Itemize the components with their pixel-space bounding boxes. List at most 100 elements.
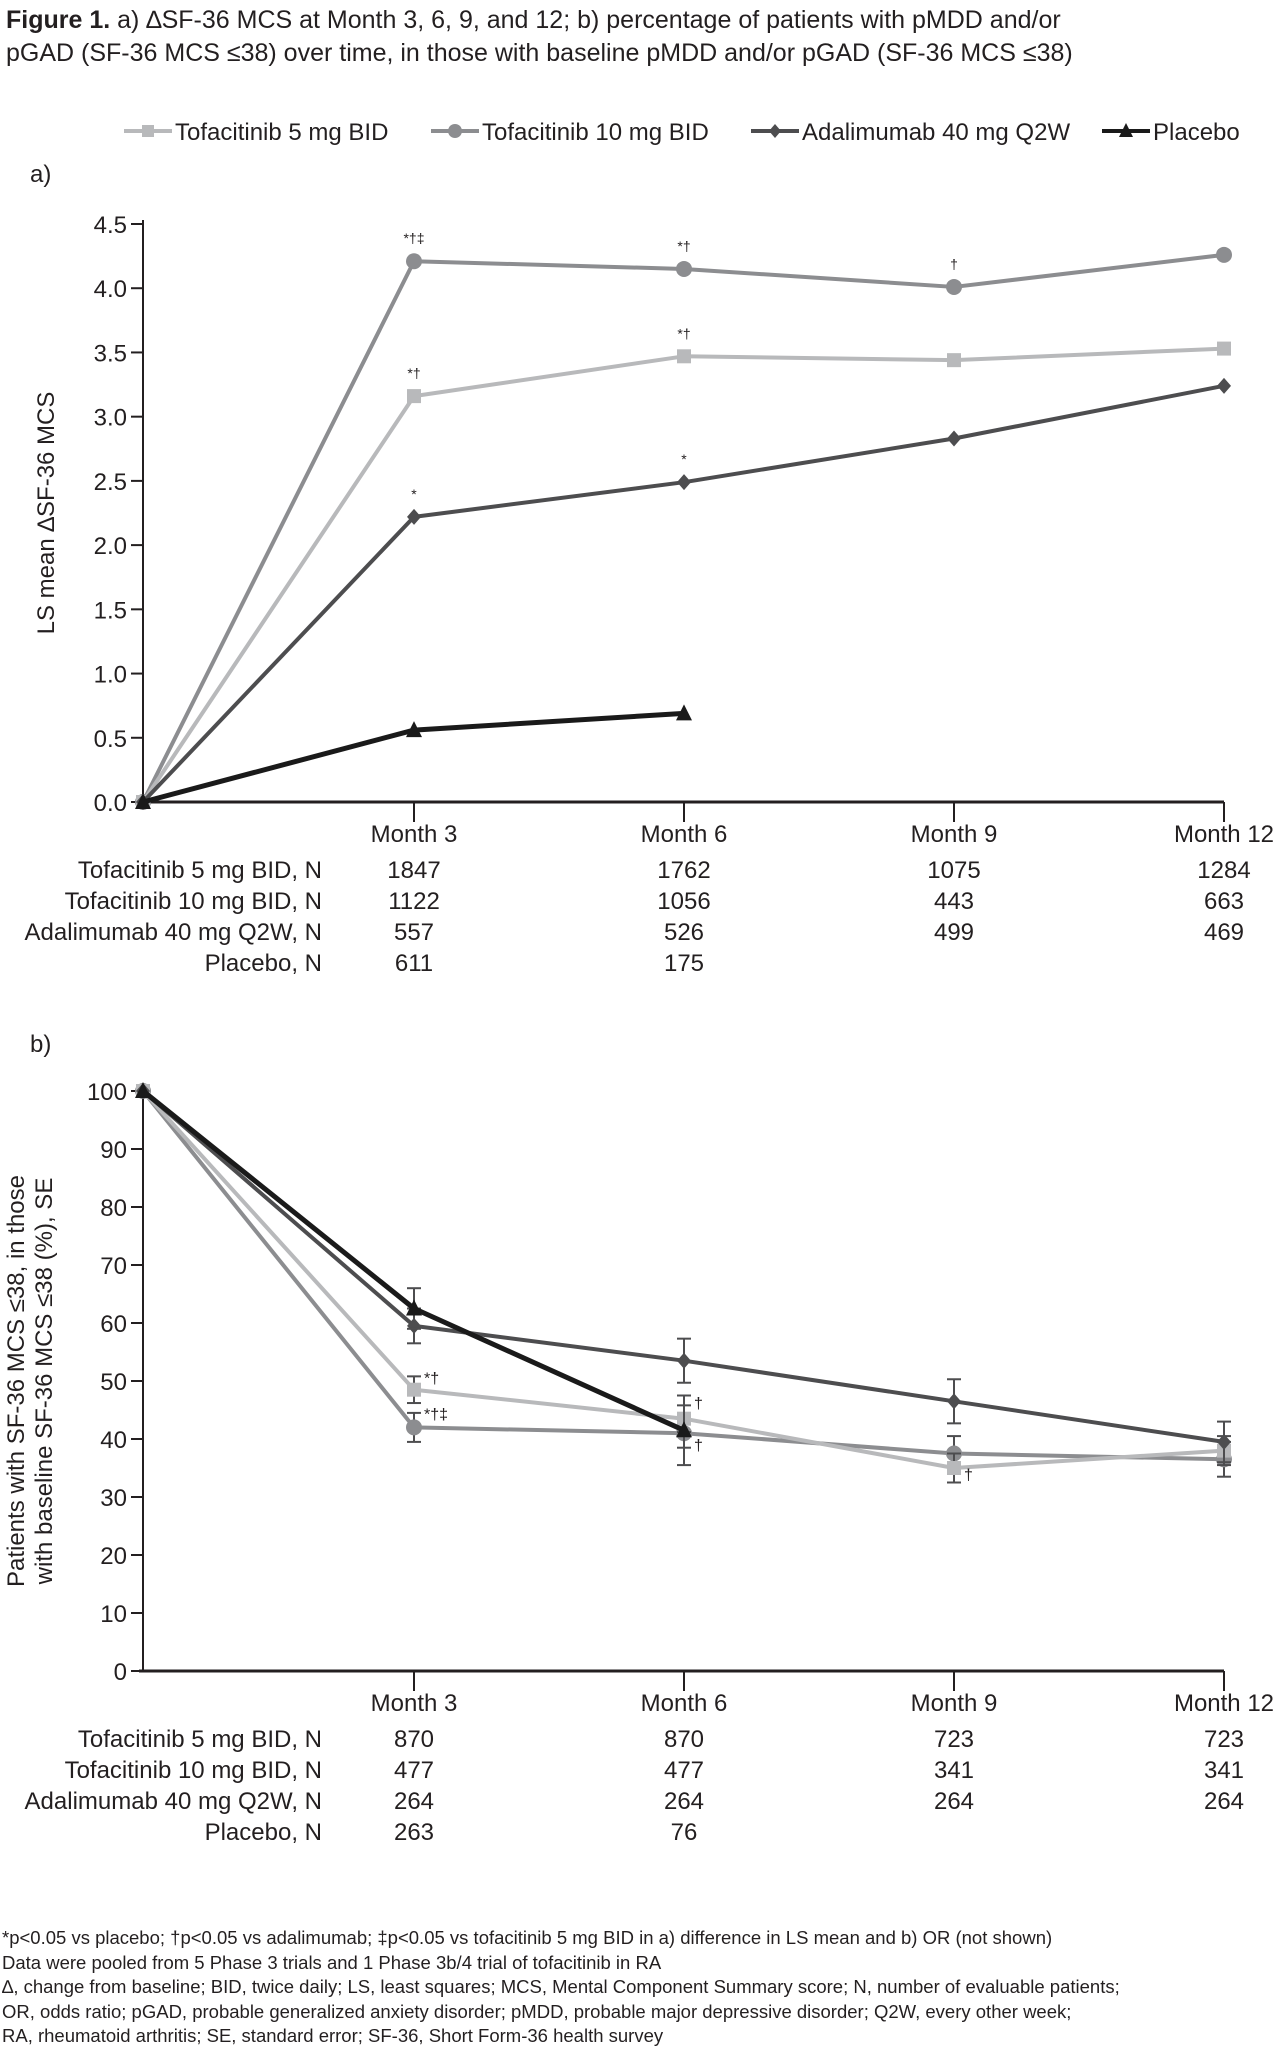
x-tick-label: Month 12 xyxy=(1174,1690,1274,1717)
n-table-cell: 477 xyxy=(394,1757,434,1784)
n-table-cell: 870 xyxy=(664,1726,704,1753)
legend-label: Tofacitinib 5 mg BID xyxy=(175,119,388,146)
data-point-triangle xyxy=(406,721,422,738)
series-line xyxy=(141,383,1225,804)
significance-label: *†‡ xyxy=(424,1406,448,1423)
n-table-cell: 264 xyxy=(1204,1788,1244,1815)
y-tick-label: 40 xyxy=(100,1427,127,1454)
n-table-cell: 1056 xyxy=(657,888,710,915)
y-axis-label: LS mean ∆SF-36 MCS xyxy=(33,392,60,635)
data-point-square xyxy=(1217,341,1231,356)
n-table-cell: 341 xyxy=(1204,1757,1244,1784)
legend-marker-circle-icon xyxy=(448,124,462,138)
data-point-diamond xyxy=(947,430,961,447)
n-table-row: Placebo, N 263 76 xyxy=(205,1819,698,1846)
data-point-triangle xyxy=(135,1082,151,1098)
x-tick-label: Month 12 xyxy=(1174,821,1274,848)
series-placebo: † xyxy=(135,1082,703,1467)
y-axis-label-line2: with baseline SF-36 MCS ≤38 (%), SE xyxy=(31,1178,58,1586)
significance-label: *† xyxy=(407,365,420,381)
legend-label: Adalimumab 40 mg Q2W xyxy=(802,119,1070,146)
data-point-diamond xyxy=(947,1393,961,1410)
n-table-cell: 1847 xyxy=(387,857,440,884)
y-tick-label: 4.0 xyxy=(94,276,127,303)
n-table-row: Tofacitinib 10 mg BID, N 1122 1056 443 663 xyxy=(65,888,1244,915)
x-tick-label: Month 6 xyxy=(641,821,728,848)
legend-marker-triangle-icon xyxy=(1119,123,1133,137)
n-table-row: Tofacitinib 5 mg BID, N 870 870 723 723 xyxy=(78,1726,1244,1753)
n-table-row: Adalimumab 40 mg Q2W, N 264 264 264 264 xyxy=(25,1788,1244,1815)
significance-label: † xyxy=(694,1396,703,1413)
significance-label: *†‡ xyxy=(403,230,424,246)
data-point-diamond xyxy=(1217,1433,1231,1450)
y-axis-label-line1: Patients with SF-36 MCS ≤38, in those xyxy=(3,1175,30,1587)
n-table-cell: 557 xyxy=(394,919,434,946)
significance-label: *† xyxy=(677,238,690,254)
y-tick-label: 0 xyxy=(114,1659,127,1686)
n-table-cell: 443 xyxy=(934,888,974,915)
footnote-significance: *p<0.05 vs placebo; †p<0.05 vs adalimuma… xyxy=(2,1927,1053,1948)
significance-label: † xyxy=(694,1437,703,1454)
n-table-cell: 870 xyxy=(394,1726,434,1753)
footnote-abbreviations-3: RA, rheumatoid arthritis; SE, standard e… xyxy=(2,2025,664,2046)
y-tick-label: 80 xyxy=(100,1195,127,1222)
n-table-cell: 499 xyxy=(934,919,974,946)
data-point-triangle xyxy=(676,704,692,721)
significance-label: * xyxy=(411,486,417,502)
significance-label: *† xyxy=(424,1371,439,1388)
n-table-cell: 264 xyxy=(394,1788,434,1815)
legend-item-adalimumab-40-mg-q2w: Adalimumab 40 mg Q2W xyxy=(751,119,1070,146)
figure-title-line2: pGAD (SF-36 MCS ≤38) over time, in those… xyxy=(6,39,1073,67)
data-point-square xyxy=(407,1382,421,1397)
series-tofacitinib-5-mg-bid: *† *† xyxy=(136,325,1231,809)
figure-title-line1: a) ∆SF-36 MCS at Month 3, 6, 9, and 12; … xyxy=(110,6,1061,34)
n-table-row-label: Placebo, N xyxy=(205,1819,322,1846)
figure-title: Figure 1. a) ∆SF-36 MCS at Month 3, 6, 9… xyxy=(6,4,1266,70)
n-table-row-label: Tofacitinib 10 mg BID, N xyxy=(65,888,322,915)
footnote-data-source: Data were pooled from 5 Phase 3 trials a… xyxy=(2,1951,662,1973)
legend-marker-diamond-icon xyxy=(769,124,781,138)
n-table-cell: 341 xyxy=(934,1757,974,1784)
significance-label: * xyxy=(681,451,687,467)
y-tick-label: 2.5 xyxy=(94,469,127,496)
data-point-circle xyxy=(946,278,962,295)
data-point-square xyxy=(407,389,421,404)
footnote-abbreviations-1: ∆, change from baseline; BID, twice dail… xyxy=(2,1976,1120,1997)
series-adalimumab-40-mg-q2w: ** xyxy=(136,377,1231,810)
n-table-cell: 469 xyxy=(1204,919,1244,946)
n-table-cell: 663 xyxy=(1204,888,1244,915)
x-tick-label: Month 9 xyxy=(911,821,998,848)
x-tick-label: Month 3 xyxy=(371,821,458,848)
legend-label: Tofacitinib 10 mg BID xyxy=(482,119,709,146)
y-tick-label: 0.0 xyxy=(94,790,127,817)
data-point-triangle xyxy=(676,1421,692,1438)
legend-item-placebo: Placebo xyxy=(1102,119,1240,146)
chart-a: a) 0.0 0.5 1.0 1.5 2.0 2.5 3.0 3.5 4.0 4.5 Month 3 M… xyxy=(25,161,1274,977)
data-point-square xyxy=(947,1461,961,1475)
legend-marker-square-icon xyxy=(142,125,154,137)
y-tick-label: 20 xyxy=(100,1543,127,1570)
panel-label: a) xyxy=(30,161,51,188)
data-point-diamond xyxy=(677,474,691,491)
legend-item-tofacitinib-5-mg-bid: Tofacitinib 5 mg BID xyxy=(124,119,388,146)
n-table-row-label: Adalimumab 40 mg Q2W, N xyxy=(25,1788,322,1815)
n-table: Tofacitinib 5 mg BID, N 870 870 723 723Tofac… xyxy=(25,1726,1244,1846)
legend-label: Placebo xyxy=(1153,119,1240,146)
y-tick-label: 4.5 xyxy=(94,212,127,239)
n-table-row-label: Placebo, N xyxy=(205,950,322,977)
n-table-cell: 175 xyxy=(664,950,704,977)
data-point-triangle xyxy=(406,1299,422,1316)
footnotes: *p<0.05 vs placebo; †p<0.05 vs adalimuma… xyxy=(2,1926,1278,2049)
y-tick-label: 1.5 xyxy=(94,597,127,624)
data-point-circle xyxy=(406,253,422,270)
y-tick-label: 2.0 xyxy=(94,533,127,560)
n-table-cell: 264 xyxy=(934,1788,974,1815)
n-table-row: Tofacitinib 10 mg BID, N 477 477 341 341 xyxy=(65,1757,1244,1784)
n-table: Tofacitinib 5 mg BID, N 1847 1762 1075 1284T… xyxy=(25,857,1251,977)
y-tick-label: 70 xyxy=(100,1253,127,1280)
y-tick-label: 100 xyxy=(87,1079,127,1106)
significance-label: † xyxy=(964,1467,973,1484)
significance-label: † xyxy=(950,256,958,272)
y-tick-label: 0.5 xyxy=(94,726,127,753)
